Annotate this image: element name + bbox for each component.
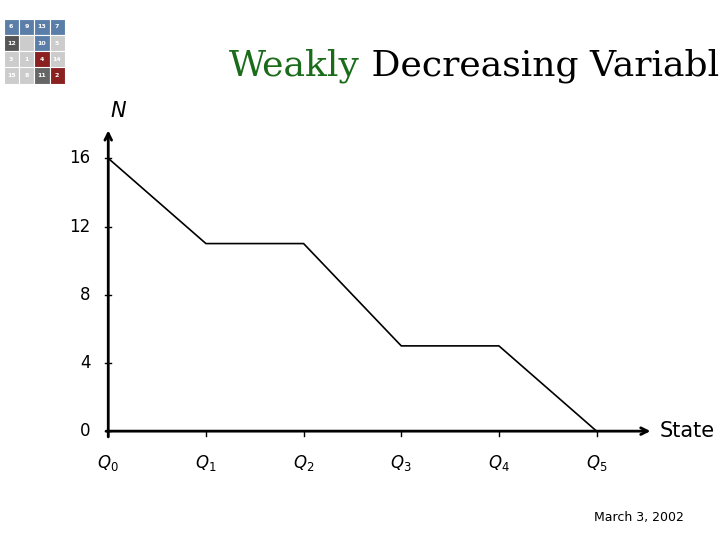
Text: 3: 3 [9, 57, 14, 62]
Bar [19, 51, 35, 68]
Text: 8: 8 [24, 73, 29, 78]
Text: 1: 1 [24, 57, 29, 62]
Text: 10: 10 [37, 40, 46, 46]
Bar [19, 19, 35, 35]
Text: 12: 12 [69, 218, 91, 235]
Bar [4, 19, 19, 35]
Text: 11: 11 [37, 73, 46, 78]
Text: 15: 15 [7, 73, 16, 78]
Text: 7: 7 [55, 24, 59, 30]
Bar [19, 68, 35, 84]
Bar [35, 35, 50, 51]
Bar [50, 35, 65, 51]
Text: 0: 0 [80, 422, 91, 440]
Text: $Q_2$: $Q_2$ [293, 453, 314, 474]
Bar [35, 51, 50, 68]
Text: 6: 6 [9, 24, 14, 30]
Bar [19, 35, 35, 51]
Bar [50, 19, 65, 35]
Text: $Q_4$: $Q_4$ [488, 453, 510, 474]
Text: $Q_5$: $Q_5$ [586, 453, 608, 474]
Bar [50, 68, 65, 84]
Text: 13: 13 [37, 24, 46, 30]
Text: $Q_0$: $Q_0$ [97, 453, 119, 474]
Text: State: State [660, 421, 715, 441]
Text: 2: 2 [55, 73, 59, 78]
Text: $Q_3$: $Q_3$ [390, 453, 412, 474]
Bar [35, 19, 50, 35]
Text: 4: 4 [40, 57, 44, 62]
Text: 5: 5 [55, 40, 59, 46]
Text: 16: 16 [70, 149, 91, 167]
Text: N: N [110, 101, 126, 121]
Text: $Q_1$: $Q_1$ [195, 453, 217, 474]
Bar [4, 68, 19, 84]
Text: 8: 8 [80, 286, 91, 303]
Text: 12: 12 [7, 40, 16, 46]
Text: March 3, 2002: March 3, 2002 [594, 511, 684, 524]
Bar [4, 51, 19, 68]
Bar [50, 51, 65, 68]
Text: 4: 4 [80, 354, 91, 372]
Bar [4, 35, 19, 51]
Text: Decreasing Variable: Decreasing Variable [360, 49, 720, 83]
Text: Weakly: Weakly [229, 49, 360, 83]
Bar [35, 68, 50, 84]
Text: 14: 14 [53, 57, 61, 62]
Text: 9: 9 [24, 24, 29, 30]
